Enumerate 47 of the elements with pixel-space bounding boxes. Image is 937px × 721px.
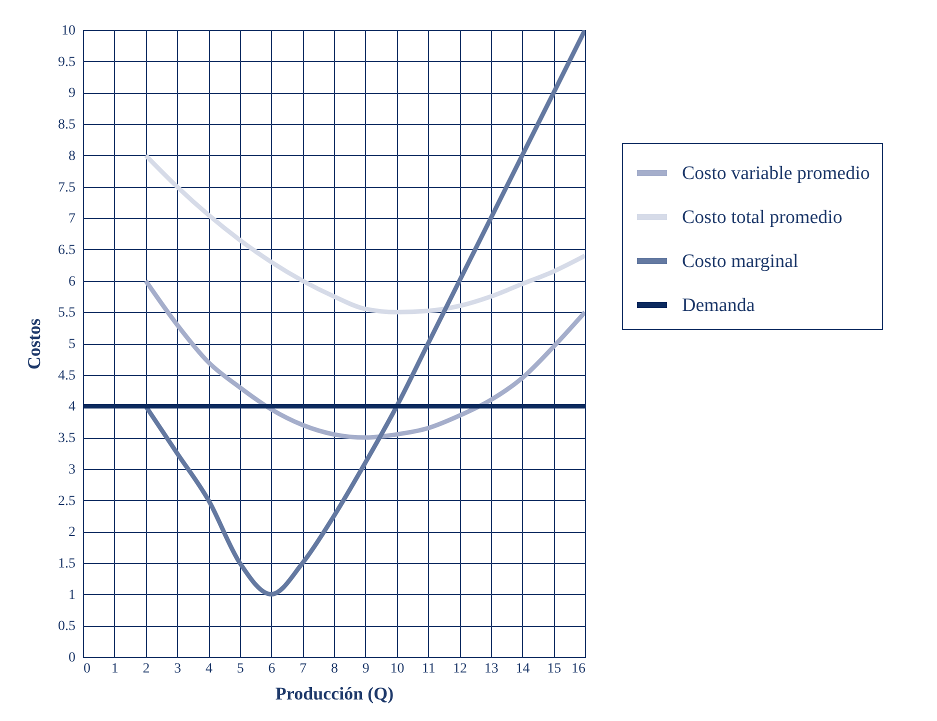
x-tick-label: 2 [142, 662, 150, 676]
x-tick-label: 13 [484, 662, 498, 676]
y-tick-label: 10 [62, 24, 76, 38]
x-tick-label: 8 [331, 662, 338, 676]
legend-label: Demanda [682, 295, 756, 316]
y-tick-label: 6.5 [58, 242, 76, 258]
y-tick-label: 1.5 [58, 556, 76, 572]
x-tick-label: 14 [516, 662, 530, 676]
y-tick-label: 4 [68, 400, 76, 415]
x-tick-label: 15 [547, 662, 562, 676]
y-tick-label: 6 [68, 274, 76, 290]
legend-label: Costo variable promedio [682, 163, 870, 184]
y-tick-label: 3.5 [58, 431, 76, 446]
y-tick-label: 9 [68, 86, 76, 102]
x-tick-label: 9 [362, 662, 370, 676]
x-tick-label: 4 [206, 662, 212, 676]
y-tick-label: 0.5 [58, 619, 76, 634]
y-tick-label: 1 [68, 588, 76, 603]
y-axis-title: Costos [24, 318, 44, 370]
y-tick-label: 7 [68, 212, 76, 227]
x-tick-label: 11 [422, 662, 436, 676]
x-tick-label: 7 [300, 662, 307, 676]
legend-label: Costo total promedio [682, 207, 842, 228]
line-series [144, 153, 585, 314]
y-tick-label: 2 [68, 525, 76, 540]
line-series [144, 278, 585, 440]
y-tick-label: 8 [68, 148, 76, 164]
y-tick-label: 7.5 [58, 180, 76, 196]
x-tick-label: 12 [453, 662, 467, 676]
y-tick-label: 5.5 [58, 306, 76, 321]
y-tick-label: 5 [68, 337, 76, 352]
line-series [144, 30, 585, 597]
y-tick-label: 8.5 [58, 118, 76, 133]
x-axis-title: Producción (Q) [275, 684, 394, 704]
legend-label: Costo marginal [682, 251, 798, 272]
y-tick-label: 4.5 [58, 368, 76, 384]
x-tick-label: 0 [84, 662, 90, 676]
y-tick-label: 2.5 [58, 494, 76, 509]
x-tick-label: 3 [174, 662, 182, 676]
y-tick-label: 3 [68, 462, 76, 478]
y-tick-label: 0 [68, 650, 76, 666]
x-tick-label: 10 [390, 662, 404, 676]
x-tick-label: 6 [268, 662, 276, 676]
x-tick-label: 16 [572, 662, 586, 676]
x-tick-label: 1 [111, 662, 118, 676]
x-tick-label: 5 [236, 662, 244, 676]
y-tick-label: 9.5 [58, 54, 76, 70]
